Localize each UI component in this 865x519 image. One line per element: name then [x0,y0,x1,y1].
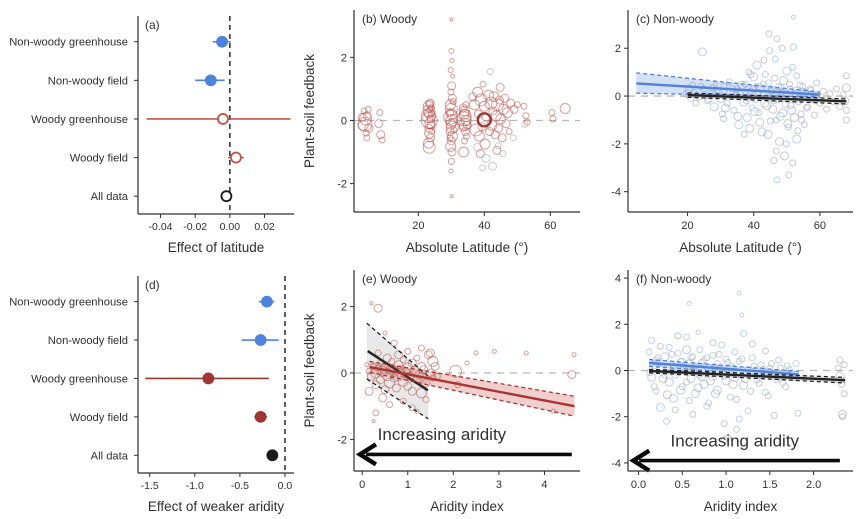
svg-text:0.5: 0.5 [675,479,690,491]
svg-text:2: 2 [450,479,456,491]
svg-text:All data: All data [91,450,129,462]
svg-text:Woody field: Woody field [70,412,128,424]
svg-text:60: 60 [544,220,556,232]
svg-text:1.5: 1.5 [762,479,777,491]
svg-text:0: 0 [359,479,365,491]
svg-text:-2: -2 [611,412,621,424]
svg-text:Non-woody field: Non-woody field [48,335,128,347]
svg-text:4: 4 [615,273,621,285]
svg-text:60: 60 [814,220,826,232]
svg-text:Woody greenhouse: Woody greenhouse [31,373,128,385]
svg-text:-2: -2 [611,139,621,151]
svg-text:40: 40 [748,220,760,232]
svg-text:20: 20 [412,220,424,232]
svg-text:0: 0 [341,368,347,380]
svg-text:-1.0: -1.0 [186,480,204,492]
svg-text:(c) Non-woody: (c) Non-woody [636,12,714,26]
svg-text:(b) Woody: (b) Woody [362,12,417,26]
svg-text:(e) Woody: (e) Woody [362,272,417,286]
svg-text:-4: -4 [611,458,621,470]
svg-text:Effect of latitude: Effect of latitude [168,240,265,255]
svg-text:-0.02: -0.02 [183,221,207,233]
svg-text:Increasing aridity: Increasing aridity [378,425,507,444]
svg-text:-4: -4 [611,187,621,199]
svg-text:2.0: 2.0 [806,479,821,491]
svg-text:-1.5: -1.5 [141,480,159,492]
svg-text:Plant-soil feedback: Plant-soil feedback [302,54,317,168]
svg-text:1.0: 1.0 [718,479,733,491]
svg-text:-0.04: -0.04 [149,221,173,233]
svg-text:(f) Non-woody: (f) Non-woody [636,272,711,286]
svg-text:0: 0 [615,366,621,378]
panel-e-svg: Increasing aridity 0 1 2 3 4 -2 0 2 Aridity index… [302,270,580,514]
svg-text:(a): (a) [145,18,160,32]
svg-text:0.00: 0.00 [220,221,241,233]
svg-text:-2: -2 [337,434,347,446]
svg-text:2: 2 [615,43,621,55]
svg-text:0.0: 0.0 [631,479,646,491]
svg-text:Absolute Latitude (°): Absolute Latitude (°) [406,240,528,255]
svg-text:3: 3 [496,479,502,491]
panel-c-scatter-nonwoody-latitude: 20 40 60 -4 -2 0 2 Absolute Latitude (°) (c) Non… [588,0,865,260]
svg-text:-2: -2 [337,179,347,191]
svg-text:4: 4 [541,479,547,491]
svg-text:0: 0 [341,115,347,127]
panel-a-svg: Non-woody greenhouse Non-woody field Woody… [9,16,294,255]
svg-text:Woody greenhouse: Woody greenhouse [31,114,128,126]
panel-b-svg: 20 40 60 -2 0 2 Absolute Latitude (°) Plant-soi… [302,10,580,255]
panel-c-svg: 20 40 60 -4 -2 0 2 Absolute Latitude (°) (c) Non… [611,10,853,255]
svg-text:20: 20 [681,220,693,232]
panel-d-svg: Non-woody greenhouse Non-woody field Woody… [9,276,294,514]
panel-e-scatter-woody-aridity: Increasing aridity 0 1 2 3 4 -2 0 2 Aridity index… [302,260,588,519]
panel-d-forest-plot-effect-of-weaker-aridity: Non-woody greenhouse Non-woody field Woody… [0,260,302,519]
svg-text:-0.5: -0.5 [231,480,249,492]
panel-b-scatter-woody-latitude: 20 40 60 -2 0 2 Absolute Latitude (°) Plant-soi… [302,0,588,260]
svg-text:Aridity index: Aridity index [704,499,778,514]
svg-text:2: 2 [615,319,621,331]
svg-text:0.0: 0.0 [278,480,293,492]
svg-text:Increasing aridity: Increasing aridity [671,432,800,451]
svg-text:1: 1 [405,479,411,491]
svg-text:Plant-soil feedback: Plant-soil feedback [302,313,317,427]
svg-text:(d): (d) [145,278,160,292]
svg-text:Non-woody field: Non-woody field [48,75,128,87]
panel-f-svg: Increasing aridity 0.0 0.5 1.0 1.5 2.0 -4 -2 0 2 4… [611,270,853,514]
svg-text:0: 0 [615,91,621,103]
panel-a-forest-plot-effect-of-latitude: Non-woody greenhouse Non-woody field Woody… [0,0,302,260]
svg-text:40: 40 [478,220,490,232]
svg-text:Effect of weaker aridity: Effect of weaker aridity [148,499,285,514]
svg-text:Non-woody greenhouse: Non-woody greenhouse [9,37,128,49]
svg-text:Non-woody greenhouse: Non-woody greenhouse [9,297,128,309]
svg-text:2: 2 [341,302,347,314]
svg-text:Woody field: Woody field [70,153,128,165]
panel-f-scatter-nonwoody-aridity: Increasing aridity 0.0 0.5 1.0 1.5 2.0 -4 -2 0 2 4… [588,260,865,519]
svg-text:2: 2 [341,52,347,64]
svg-text:All data: All data [91,191,129,203]
svg-text:Aridity index: Aridity index [430,499,504,514]
svg-text:Absolute Latitude (°): Absolute Latitude (°) [679,240,801,255]
svg-text:0.02: 0.02 [254,221,275,233]
